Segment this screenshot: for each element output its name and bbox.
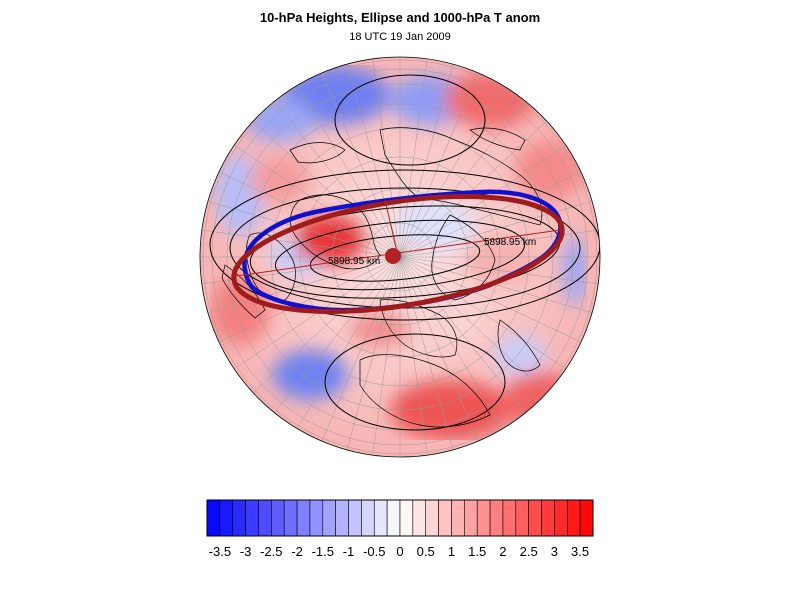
colorbar-box [258,499,272,537]
colorbar-box [489,499,504,537]
colorbar-box [476,499,491,537]
polar-map: 5898.95 km 5898.95 km [199,56,601,458]
colorbar-box [554,499,568,537]
colorbar-box [566,499,581,537]
colorbar-box [502,499,517,537]
map-title: 10-hPa Heights, Ellipse and 1000-hPa T a… [259,10,541,25]
colorbar-box [271,499,285,537]
colorbar-box [219,499,234,537]
colorbar-boxes [206,499,594,537]
colorbar-box [373,499,388,537]
colorbar-box [245,499,259,537]
colorbar-box [464,499,478,537]
ellipse-minor-axis [384,199,399,257]
temperature-anomaly-field [200,57,600,457]
colorbar-box [412,499,427,537]
colorbar-box [399,499,414,537]
colorbar-tick-label: 3.5 [571,544,590,559]
colorbar-box [438,499,452,537]
ellipse-axis-label-left: 5898.95 km [328,256,380,267]
colorbar-tick-label: 2 [499,544,507,559]
colorbar-box [296,499,311,537]
colorbar-tick-label: -3.5 [208,544,232,559]
colorbar-box [541,499,555,537]
colorbar-box [322,499,336,537]
colorbar-box [528,499,542,537]
colorbar-box [206,499,221,537]
colorbar-tick-label: -1.5 [311,544,334,559]
colorbar-frame [206,499,594,537]
colorbar-tick-label: 0 [396,544,404,559]
colorbar-box [515,499,529,537]
colorbar-tick-label: 2.5 [519,544,538,559]
colorbar-box [348,499,362,537]
colorbar-tick-label: -0.5 [363,544,386,559]
colorbar-box [309,499,324,537]
colorbar-box [335,499,349,537]
colorbar-tick-label: 0.5 [416,544,435,559]
colorbar-tick-label: -2.5 [260,544,283,559]
colorbar-box [361,499,375,537]
colorbar-tick-label: -2 [291,544,303,559]
map-subtitle: 18 UTC 19 Jan 2009 [349,31,451,43]
globe-outline [199,56,601,458]
colorbar-tick-label: -1 [342,544,355,559]
colorbar-tick-label: 3 [550,544,559,559]
colorbar-tick-label: -3 [239,544,252,559]
colorbar-tick-label: 1.5 [468,544,487,559]
fitted-ellipse [231,193,565,315]
colorbar-box [386,499,401,537]
colorbar-box [283,499,298,537]
colorbar-box [579,499,594,537]
ellipse-axis-label-right: 5898.95 km [484,237,536,248]
colorbar-box [425,499,439,537]
height-contours [209,74,600,431]
colorbar-box [451,499,465,537]
colorbar-box [232,499,246,537]
colorbar-tick-label: 1 [447,544,456,559]
ellipse-center-dot [385,248,401,264]
